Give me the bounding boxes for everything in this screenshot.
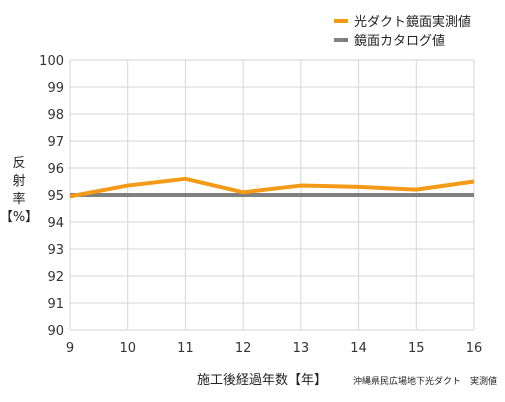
y-tick-label: 99 (47, 81, 64, 96)
y-axis-label-line-3: 率 (12, 191, 25, 207)
y-tick-label: 96 (47, 162, 64, 177)
y-axis-label-line-2: 射 (12, 173, 25, 189)
x-tick-labels: 9 10 11 12 13 14 15 16 (66, 341, 482, 356)
y-tick-label: 95 (47, 189, 64, 204)
y-tick-labels: 90 91 92 93 94 95 96 97 98 99 100 (39, 54, 64, 339)
x-tick-label: 10 (119, 341, 136, 356)
y-axis-label-line-4: 【%】 (0, 210, 38, 225)
y-tick-label: 100 (39, 54, 64, 69)
y-axis-label-line-1: 反 (12, 156, 25, 171)
y-tick-label: 92 (47, 270, 64, 285)
y-tick-label: 98 (47, 108, 64, 123)
x-tick-label: 14 (350, 341, 367, 356)
x-tick-label: 15 (408, 341, 425, 356)
x-tick-label: 11 (177, 341, 194, 356)
y-tick-label: 93 (47, 243, 64, 258)
series-lines (69, 176, 475, 199)
x-axis-label: 施工後経過年数【年】 (197, 373, 327, 388)
legend-entry: 鏡面カタログ値 (354, 33, 445, 49)
y-tick-label: 91 (47, 297, 64, 312)
y-tick-label: 94 (47, 216, 64, 231)
y-tick-label: 90 (47, 324, 64, 339)
y-tick-label: 97 (47, 135, 64, 150)
footnote: 沖縄県民広場地下光ダクト 実測値 (353, 375, 497, 387)
x-tick-label: 12 (235, 341, 252, 356)
x-tick-label: 16 (466, 341, 483, 356)
legend-entry: 光ダクト鏡面実測値 (354, 14, 471, 30)
x-tick-label: 9 (66, 341, 74, 356)
series-line-0 (69, 176, 475, 199)
x-tick-label: 13 (293, 341, 310, 356)
